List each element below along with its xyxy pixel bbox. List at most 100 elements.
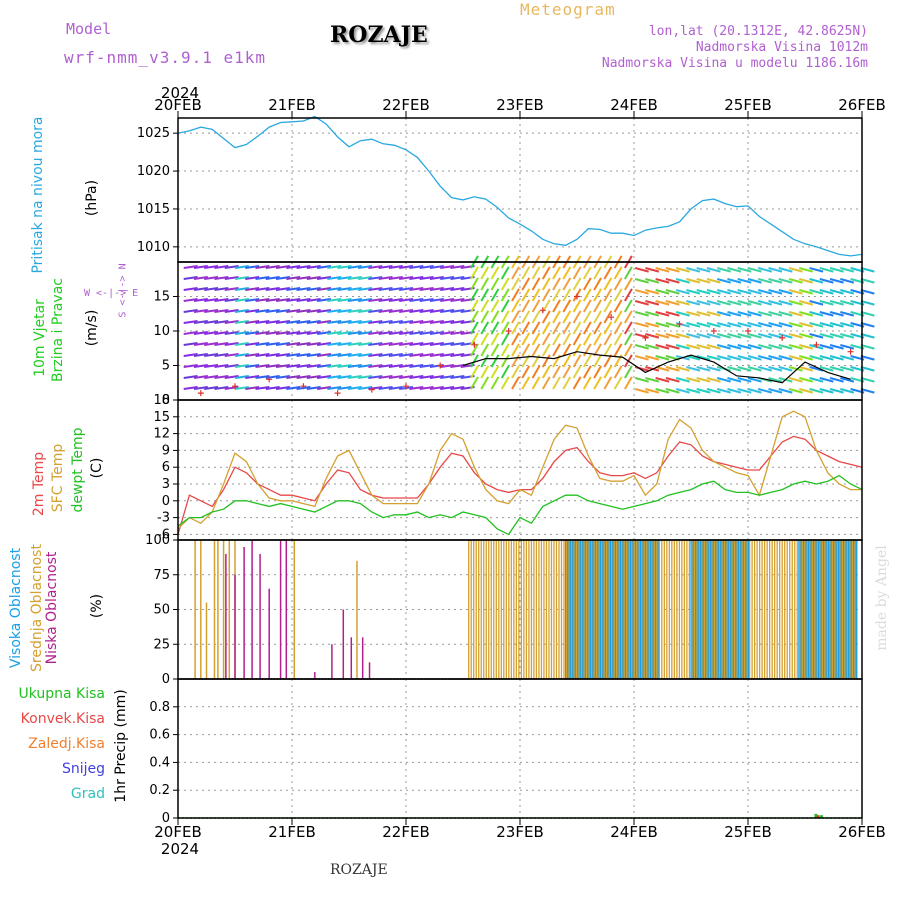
wind-barb [388, 353, 403, 357]
wind-barb [214, 287, 229, 291]
wind-barb [419, 287, 434, 291]
wind-barb [511, 321, 520, 335]
wind-barb [183, 386, 198, 390]
wind-barb [593, 277, 602, 291]
wind-barb [357, 375, 373, 379]
wind-barb [450, 364, 465, 368]
wind-barb [347, 320, 362, 324]
wind-barb [286, 364, 301, 368]
wind-barb [357, 331, 373, 335]
wind-barb [778, 344, 793, 350]
wind-barb [388, 364, 403, 368]
wind-barb [613, 365, 623, 379]
wind-barb [450, 276, 465, 280]
wind-barb [819, 289, 834, 295]
wind-barb [193, 331, 208, 335]
wind-barb [531, 277, 541, 291]
wind-barb [737, 366, 752, 372]
wind-barb [531, 288, 541, 302]
wind-barb [368, 287, 383, 291]
wind-barb [286, 386, 301, 390]
wind-barb [531, 343, 541, 357]
wind-barb [234, 309, 250, 313]
wind-barb [368, 331, 383, 335]
wind-barb [860, 311, 875, 317]
wind-barb [829, 355, 844, 361]
wind-barb [388, 331, 403, 335]
wind-barb [409, 265, 424, 269]
wind-barb [706, 333, 721, 339]
wind-barb [368, 309, 383, 313]
wind-barb [809, 366, 824, 372]
wind-barb [255, 342, 270, 346]
wind-barb [552, 321, 561, 335]
wind-barb [665, 377, 680, 383]
wind-barb [511, 343, 520, 357]
wind-barb [183, 309, 198, 313]
wind-barb [511, 266, 520, 280]
wind-barb [655, 267, 670, 273]
wind-barb [716, 377, 732, 383]
wind-barb [214, 309, 229, 313]
wind-barb [368, 298, 383, 302]
wind-barb [429, 309, 444, 313]
wind-barb [706, 344, 721, 350]
wind-barb [840, 333, 855, 339]
wind-barb [582, 321, 592, 335]
wind-barb [686, 388, 701, 394]
wind-barb [265, 265, 280, 269]
wind-barb [470, 354, 479, 368]
wind-barb [624, 321, 633, 335]
wind-barb [327, 342, 342, 346]
wind-barb [552, 299, 561, 313]
wind-barb [327, 375, 342, 379]
wind-barb [716, 388, 732, 394]
wind-barb [224, 353, 239, 357]
wind-barb [696, 344, 711, 350]
wind-barb [306, 265, 321, 269]
wind-barb [809, 278, 824, 284]
wind-barb [327, 276, 342, 280]
wind-barb [265, 320, 280, 324]
wind-barb [706, 267, 721, 273]
wind-barb [440, 298, 455, 302]
wind-barb [860, 300, 875, 306]
wind-barb [788, 322, 803, 328]
x-tick-label-top: 22FEB [382, 96, 429, 114]
wind-barb [265, 298, 280, 302]
wind-barb [409, 375, 424, 379]
wind-barb [378, 265, 393, 269]
x-tick-label-bottom: 25FEB [724, 823, 771, 841]
wind-barb [768, 311, 783, 317]
wind-barb [799, 267, 814, 273]
precip-legend-total: Ukupna Kisa [18, 686, 105, 702]
wind-barb [809, 333, 824, 339]
wind-barb [696, 267, 711, 273]
wind-barb [440, 276, 455, 280]
wind-barb [799, 333, 814, 339]
wind-barb [860, 366, 875, 372]
wind-barb [399, 265, 414, 269]
wind-barb [819, 355, 834, 361]
wind-barb [788, 267, 803, 273]
wind-barb [440, 375, 455, 379]
y-tick-label: 25 [153, 637, 170, 652]
wind-barb [778, 300, 793, 306]
wind-barb [286, 331, 301, 335]
wind-barb [327, 353, 342, 357]
wind-barb [511, 277, 520, 291]
wind-barb [737, 267, 752, 273]
wind-barb [799, 344, 814, 350]
wind-barb [562, 299, 572, 313]
wind-gust-point [197, 390, 204, 397]
wind-barb [245, 364, 260, 368]
wind-barb [470, 376, 479, 390]
wind-barb [686, 311, 701, 317]
wind-barb [357, 342, 373, 346]
wind-barb [306, 298, 321, 302]
wind-barb [378, 298, 393, 302]
pressure-line [177, 115, 863, 257]
wind-barb [860, 344, 875, 350]
wind-barb [183, 287, 198, 291]
wind-barb [593, 376, 602, 390]
